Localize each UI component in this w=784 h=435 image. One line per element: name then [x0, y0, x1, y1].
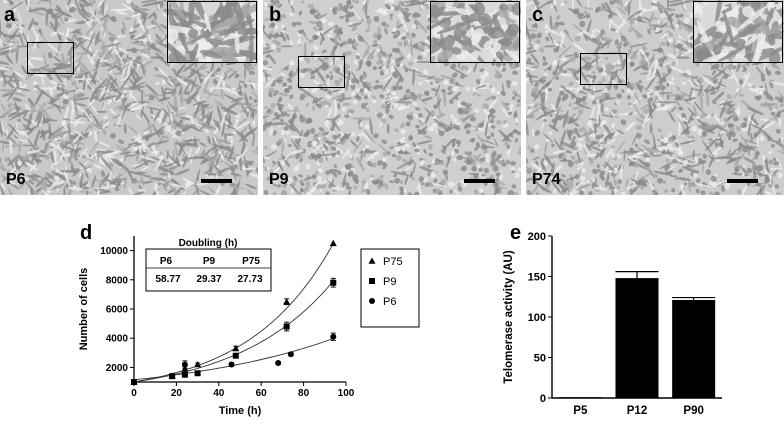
inset-region-box [27, 42, 74, 74]
y-axis-label: Telomerase activity (AU) [503, 250, 515, 384]
data-point-p75 [329, 239, 337, 247]
x-tick-label: 0 [131, 388, 137, 399]
panel-label: b [269, 4, 282, 26]
legend-marker-p6 [369, 298, 375, 304]
data-point-p6 [131, 379, 137, 385]
y-tick-label: 10000 [100, 246, 128, 257]
data-point-p6 [228, 361, 235, 368]
panel-label-e: e [510, 222, 522, 244]
table-header: P9 [203, 256, 216, 267]
table-value: 29.37 [196, 274, 221, 285]
x-tick-label: P90 [683, 405, 703, 417]
data-point-p9 [232, 352, 239, 359]
inset-region-box [580, 53, 627, 85]
micrograph-panel-c: c P74 [526, 0, 784, 195]
table-title: Doubling (h) [179, 238, 238, 249]
passage-label: P6 [6, 171, 26, 188]
y-tick-label: 2000 [106, 363, 129, 374]
bar-p90 [672, 299, 716, 398]
y-tick-label: 50 [534, 353, 546, 365]
y-tick-label: 4000 [106, 334, 129, 345]
table-value: 58.77 [155, 274, 180, 285]
y-tick-label: 0 [540, 393, 546, 405]
table-header: P75 [242, 256, 260, 267]
fit-curve-p9 [133, 280, 334, 383]
y-tick-label: 6000 [106, 305, 129, 316]
y-tick-label: 8000 [106, 275, 129, 286]
legend-label: P6 [383, 296, 396, 308]
micrograph-inset [693, 1, 783, 63]
passage-label: P9 [269, 171, 289, 188]
telomerase-bar-chart: 0 50 100 150 200 Telomerase activity (AU) P5 P… [503, 231, 722, 417]
x-tick-label: 60 [256, 388, 268, 399]
x-tick-label: 100 [338, 388, 355, 399]
growth-curve-chart: 0 20 40 60 80 100 2000 4000 6000 8000 10000 Time (h… [78, 236, 420, 417]
fit-curve-p6 [133, 338, 334, 381]
table-value: 27.73 [237, 274, 262, 285]
panel-label: a [4, 4, 16, 26]
data-point-p9 [194, 370, 201, 377]
data-point-p75 [283, 298, 291, 305]
micrograph-inset [430, 1, 520, 63]
panel-label-d: d [80, 222, 93, 244]
scale-bar [727, 179, 758, 183]
data-point-p75 [232, 344, 240, 352]
data-point-p6 [181, 361, 188, 368]
panel-label: c [532, 4, 544, 26]
data-point-p6 [287, 351, 294, 358]
legend-label: P75 [383, 256, 403, 268]
y-tick-label: 150 [528, 272, 546, 284]
data-point-p9 [330, 279, 337, 286]
y-tick-label: 100 [528, 312, 546, 324]
legend-marker-p9 [369, 278, 375, 284]
doubling-time-table: Doubling (h) P6 P9 P75 58.77 29.37 27.73 [145, 238, 272, 292]
micrograph-panel-b: b P9 [263, 0, 521, 195]
table-header: P6 [160, 256, 173, 267]
data-point-p75 [194, 360, 202, 368]
legend-marker-p75 [368, 257, 376, 264]
y-tick-label: 200 [528, 231, 546, 243]
data-point-p6 [275, 360, 282, 367]
bar-p12 [615, 278, 659, 398]
scale-bar [464, 179, 495, 183]
passage-label: P74 [532, 171, 561, 188]
chart-legend: P75 P9 P6 [360, 248, 420, 328]
micrograph-inset [167, 1, 257, 63]
x-tick-label: 80 [298, 388, 310, 399]
data-point-p9 [283, 323, 290, 330]
bar-p5 [558, 397, 602, 398]
x-tick-label: P12 [627, 405, 647, 417]
scale-bar [201, 179, 232, 183]
y-axis-label: Number of cells [78, 268, 90, 351]
micrograph-panel-a: a P6 [0, 0, 258, 195]
data-point-p6 [330, 333, 337, 340]
x-tick-label: 40 [213, 388, 225, 399]
data-point-p9 [169, 373, 176, 380]
data-point-p9 [181, 371, 188, 378]
x-axis-label: Time (h) [219, 405, 262, 417]
legend-label: P9 [383, 276, 396, 288]
data-point-p75 [181, 365, 189, 372]
x-tick-label: P5 [573, 405, 588, 417]
x-tick-label: 20 [171, 388, 183, 399]
inset-region-box [298, 56, 345, 88]
